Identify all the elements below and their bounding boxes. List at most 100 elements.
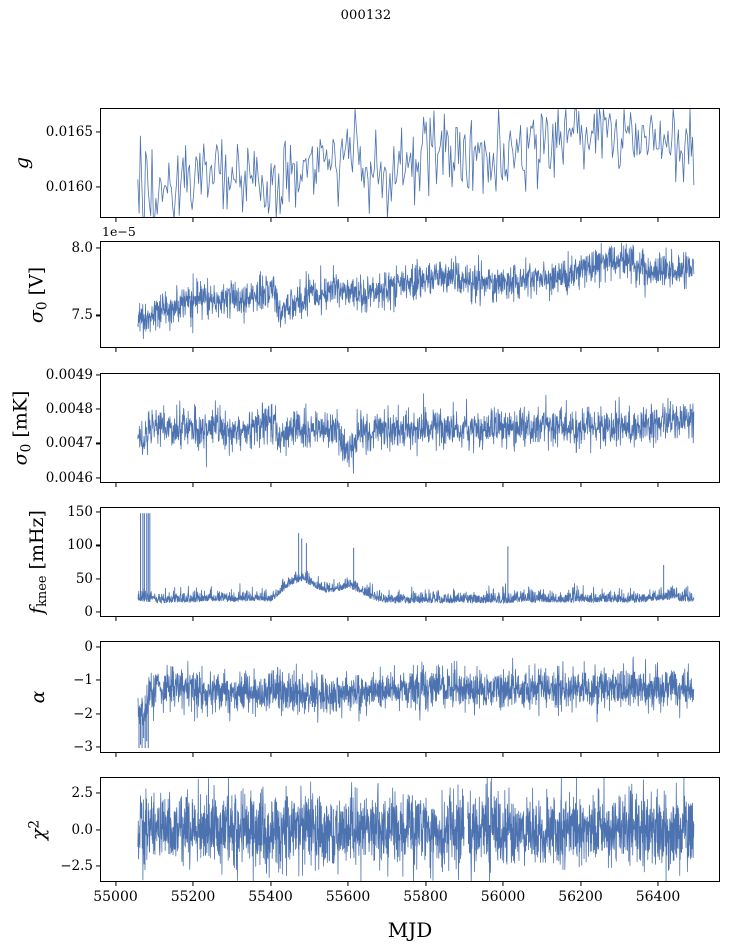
series-spikes <box>138 696 149 748</box>
panel-sigma0-volt-ytick-mark <box>96 247 100 249</box>
panel-chi2-ytick-label: 2.5 <box>71 785 93 802</box>
panel-alpha-xtick-mark <box>657 753 659 757</box>
panel-sigma0-volt-ytick-label: 7.5 <box>71 307 93 324</box>
panel-sigma0-volt-xtick-mark <box>114 348 117 352</box>
panel-sigma0-volt-xtick-mark <box>192 348 194 352</box>
panel-gain-xtick-mark <box>114 218 117 222</box>
panel-chi2-ytick-mark <box>96 828 100 831</box>
panel-chi2-xtick-mark <box>424 882 427 886</box>
x-axis-label: MJD <box>387 918 433 942</box>
x-axis-tick-label: 55600 <box>325 889 371 905</box>
panel-chi2-xtick-mark <box>657 882 659 886</box>
panel-alpha-xtick-mark <box>424 753 427 757</box>
panel-sigma0-mk-y-axis-label: σ0 [mK] <box>9 390 35 466</box>
panel-gain-ytick-label: 0.0160 <box>45 179 93 196</box>
panel-sigma0-mk-xtick-mark <box>114 483 117 487</box>
panel-alpha-xtick-mark <box>347 753 349 757</box>
series-line <box>137 109 695 217</box>
panel-chi2-xtick-mark <box>347 882 349 886</box>
x-axis-tick-label: 56200 <box>558 889 603 905</box>
panel-chi2-xtick-mark <box>502 882 504 886</box>
panel-sigma0-volt-xtick-mark <box>657 348 659 352</box>
panel-chi2-y-axis-label: χ2 <box>26 819 50 840</box>
panel-alpha-xtick-mark <box>114 753 117 757</box>
panel-sigma0-mk-xtick-mark <box>424 483 427 487</box>
panel-alpha: −3 −2 −1 0 α <box>27 639 720 757</box>
panel-sigma0-mk-xtick-mark <box>657 483 659 487</box>
panel-gain-xtick-mark <box>192 218 194 222</box>
panel-sigma0-volt-axes <box>100 241 720 348</box>
panel-fknee: 0 50 100 150 fknee [mHz] <box>26 504 720 621</box>
panel-gain-xtick-mark <box>269 218 272 222</box>
panel-sigma0-volt-series <box>137 242 695 339</box>
panel-gain-ytick-mark <box>96 131 100 133</box>
panel-sigma0-mk-ytick-label: 0.0049 <box>45 366 93 383</box>
panel-fknee-xtick-mark <box>347 617 349 621</box>
panel-chi2-xtick-mark <box>192 882 194 886</box>
panel-sigma0-mk-ytick-mark <box>96 408 100 410</box>
panel-chi2: −2.5 0.0 2.5 55000 55200 55400 55600 55800 56000… <box>27 777 720 905</box>
panel-gain-xtick-mark <box>657 218 659 222</box>
panel-fknee-ytick-label: 0 <box>84 603 93 620</box>
panel-chi2-ytick-mark <box>96 865 100 867</box>
panel-gain-ytick-label: 0.0165 <box>45 124 93 141</box>
panel-sigma0-mk-ytick-label: 0.0047 <box>45 435 93 452</box>
panel-fknee-series <box>137 513 695 604</box>
panel-alpha-ytick-label: 0 <box>84 639 93 655</box>
panel-fknee-xtick-mark <box>424 617 427 621</box>
panel-alpha-ytick-mark <box>96 646 100 648</box>
panel-fknee-ytick-mark <box>96 544 100 546</box>
panel-fknee-ytick-mark <box>96 578 100 580</box>
panel-sigma0-mk: 0.0046 0.0047 0.0048 0.0049 σ0 [mK] <box>10 367 720 487</box>
panel-sigma0-mk-xtick-mark <box>579 483 582 487</box>
panel-alpha-ytick-mark <box>96 679 100 681</box>
panel-chi2-ytick-label: −2.5 <box>60 857 93 874</box>
panel-fknee-xtick-mark <box>114 617 117 621</box>
panel-fknee-xtick-mark <box>192 617 194 621</box>
panel-sigma0-volt-xtick-mark <box>502 348 504 352</box>
panel-alpha-ytick-label: −2 <box>73 705 93 722</box>
series-spikes <box>140 513 665 604</box>
panel-gain-xtick-mark <box>502 218 504 222</box>
panel-sigma0-volt-xtick-mark <box>579 348 582 352</box>
panel-sigma0-volt-y-axis-label: σ0 [V] <box>25 266 51 323</box>
x-axis-tick-label: 56000 <box>480 889 526 905</box>
panel-alpha-ytick-mark <box>96 746 100 748</box>
panel-gain-y-axis-label: g <box>11 156 33 170</box>
panel-fknee-axes <box>100 507 720 617</box>
panel-sigma0-volt-offset-text: 1e−5 <box>102 224 136 239</box>
panel-sigma0-mk-xtick-mark <box>502 483 504 487</box>
panel-alpha-xtick-mark <box>269 753 272 757</box>
panel-sigma0-volt-ytick-label: 8.0 <box>71 239 93 256</box>
panel-gain-xtick-mark <box>347 218 349 222</box>
panel-chi2-series <box>137 778 695 881</box>
panel-fknee-ytick-mark <box>96 611 100 613</box>
panel-chi2-ytick-mark <box>96 792 100 794</box>
series-line <box>137 242 695 339</box>
panel-alpha-xtick-mark <box>502 753 504 757</box>
panel-sigma0-volt-ytick-mark <box>96 314 100 317</box>
panel-gain-ytick-mark <box>96 186 100 188</box>
panel-chi2-xtick-mark <box>579 882 582 886</box>
series-line <box>137 778 695 881</box>
panel-sigma0-volt-xtick-mark <box>424 348 427 352</box>
panel-sigma0-mk-xtick-mark <box>347 483 349 487</box>
panel-fknee-xtick-mark <box>579 617 582 621</box>
series-line <box>137 570 695 604</box>
figure-title: 000132 <box>340 8 392 23</box>
panel-fknee-xtick-mark <box>657 617 659 621</box>
panel-sigma0-volt-xtick-mark <box>269 348 272 352</box>
panel-chi2-ytick-label: 0.0 <box>71 821 93 838</box>
panel-sigma0-volt-xtick-mark <box>347 348 349 352</box>
panel-fknee-xtick-mark <box>502 617 504 621</box>
panel-sigma0-mk-xtick-mark <box>269 483 272 487</box>
panel-fknee-ytick-mark <box>96 511 100 513</box>
panel-sigma0-mk-ytick-label: 0.0048 <box>45 401 93 418</box>
panel-alpha-axes <box>100 641 720 753</box>
series-line <box>137 656 695 726</box>
panel-alpha-ytick-label: −3 <box>73 739 93 755</box>
panel-alpha-series <box>137 656 695 748</box>
panel-sigma0-mk-ytick-label: 0.0046 <box>45 469 93 486</box>
panel-fknee-xtick-mark <box>269 617 272 621</box>
